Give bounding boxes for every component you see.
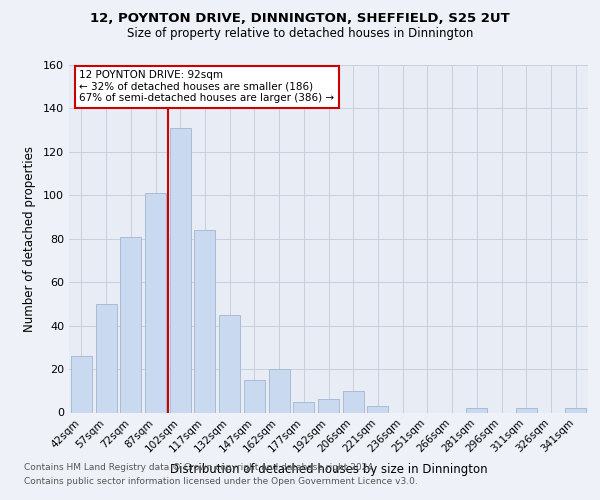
Text: Size of property relative to detached houses in Dinnington: Size of property relative to detached ho… [127,28,473,40]
Bar [343,391,364,412]
Bar [194,230,215,412]
Bar [565,408,586,412]
Text: 12 POYNTON DRIVE: 92sqm
← 32% of detached houses are smaller (186)
67% of semi-d: 12 POYNTON DRIVE: 92sqm ← 32% of detache… [79,70,335,103]
Bar [367,406,388,412]
Bar [71,356,92,412]
Bar [318,400,339,412]
Text: Contains public sector information licensed under the Open Government Licence v3: Contains public sector information licen… [24,477,418,486]
Bar [244,380,265,412]
X-axis label: Distribution of detached houses by size in Dinnington: Distribution of detached houses by size … [170,462,487,475]
Bar [293,402,314,412]
Bar [95,304,116,412]
Bar [466,408,487,412]
Bar [170,128,191,412]
Bar [120,236,141,412]
Y-axis label: Number of detached properties: Number of detached properties [23,146,36,332]
Bar [219,315,240,412]
Bar [269,369,290,412]
Bar [145,193,166,412]
Text: Contains HM Land Registry data © Crown copyright and database right 2024.: Contains HM Land Registry data © Crown c… [24,464,376,472]
Text: 12, POYNTON DRIVE, DINNINGTON, SHEFFIELD, S25 2UT: 12, POYNTON DRIVE, DINNINGTON, SHEFFIELD… [90,12,510,26]
Bar [516,408,537,412]
